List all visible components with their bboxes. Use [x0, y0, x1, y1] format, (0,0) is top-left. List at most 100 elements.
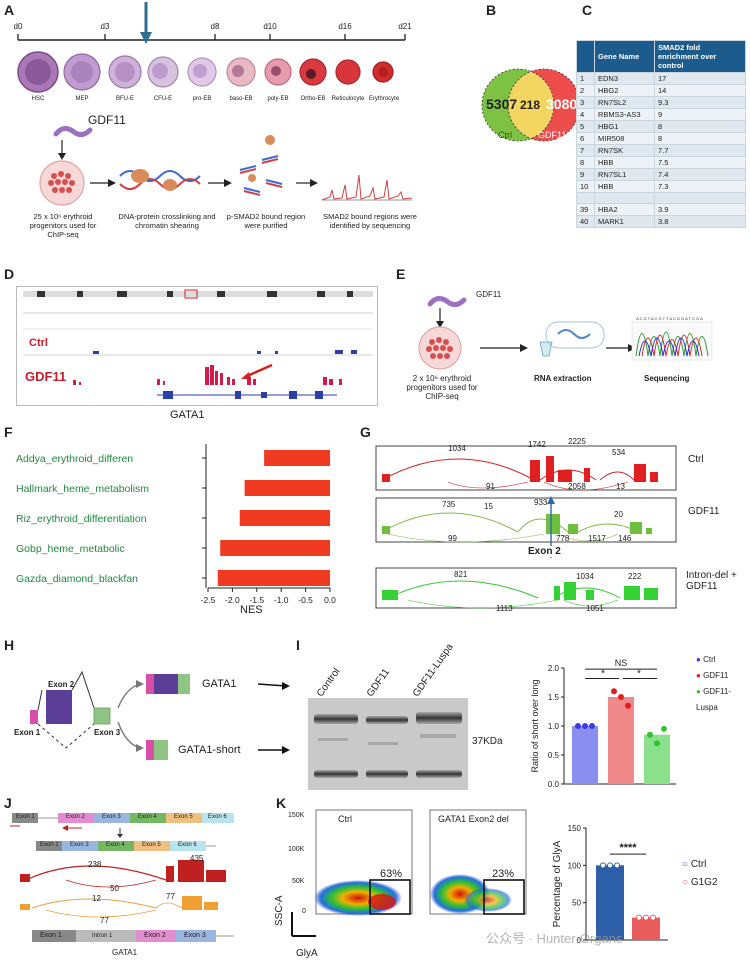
intron-label: Intron 1: [92, 933, 113, 939]
junction-count: 534: [612, 448, 626, 457]
day-label-d10: d10: [263, 22, 277, 31]
exon-label: Exon 6: [208, 814, 227, 820]
table-cell: 1: [576, 72, 595, 85]
step-2-caption: DNA-protein crosslinking and chromatin s…: [118, 212, 216, 230]
table-row: 39 HBA2 3.9: [576, 203, 746, 216]
legend-item-gdf11: ● GDF11: [696, 671, 729, 680]
panel-h: Exon 2 Exon 1 Exon 3 GATA1 GATA1-short: [6, 648, 296, 788]
ratio-bar: [608, 697, 634, 784]
junction-count: 1113: [496, 604, 513, 613]
table-cell: 9: [576, 168, 595, 181]
table-cell: HBB: [594, 156, 655, 169]
panel-letter-a: A: [4, 2, 15, 18]
junction-count: 821: [454, 570, 468, 579]
nes-chart: -2.5 -2.0 -1.5 -1.0 -0.5 0.0 Addya_erythroid_d…: [16, 444, 336, 605]
junction-count: 735: [442, 500, 456, 509]
ytick: 150K: [288, 812, 305, 819]
sig-label: ****: [619, 842, 637, 854]
data-point: [650, 914, 656, 921]
table-row: 10 HBB 7.3: [576, 180, 746, 193]
table-row: 2 HBG2 14: [576, 84, 746, 97]
y-tick-label: 100: [568, 861, 582, 870]
junction-count: 77: [166, 892, 175, 901]
data-point: [618, 694, 624, 700]
junction-count: 20: [614, 510, 623, 519]
panel-g: 1034 1742 2225 534 91 2058 13 Ctrl 735 1…: [368, 437, 742, 630]
venn-diagram: [481, 68, 580, 142]
gdf11-label: GDF11: [88, 113, 126, 127]
exon-label: Exon 3: [102, 814, 121, 820]
panel-letter-c: C: [582, 2, 593, 18]
table-cell: HBA2: [594, 203, 655, 216]
junction-count: 50: [110, 884, 119, 893]
ytick: 0: [302, 908, 306, 915]
gene-label-gata1: GATA1: [170, 409, 205, 421]
exon2-label-h: Exon 2: [48, 680, 75, 689]
table-row: 4 RBMS3-AS3 9: [576, 108, 746, 121]
category-label: Addya_erythroid_differen: [16, 453, 133, 465]
junction-count: 1051: [586, 604, 604, 613]
ratio-legend: ● Ctrl ● GDF11 ● GDF11-Luspa: [696, 652, 744, 716]
cell-label: Reticulocyte: [331, 96, 365, 102]
data-point: [575, 723, 581, 729]
junction-count: 77: [100, 916, 109, 925]
table-cell: 10: [576, 180, 595, 193]
day-label-d8: d8: [210, 22, 220, 31]
junction-count: 99: [448, 534, 457, 543]
panel-e-rna: RNA extraction: [534, 374, 592, 383]
glya-chart-layer: 0 50 100 150 Percentage of GlyA ****: [552, 824, 668, 945]
step-4-caption: SMAD2 bound regions were identified by s…: [323, 212, 417, 230]
sashimi-label-gdf11: GDF11: [688, 506, 720, 517]
glya-bar: [632, 917, 660, 940]
table-row: 5 HBG1 8: [576, 120, 746, 133]
data-point: [607, 862, 613, 869]
junction-count: 933: [534, 498, 548, 507]
gata1-short-label-h: GATA1-short: [178, 744, 241, 756]
exon-label: Exon 5: [174, 814, 193, 820]
panel-letter-g: G: [360, 424, 371, 440]
table-cell: HBG2: [594, 84, 655, 97]
cell-label: pro-EB: [192, 96, 212, 102]
panel-e: A C G T A C G T T A C G G A T C G A GDF1…: [396, 286, 726, 416]
panel-f: -2.5 -2.0 -1.5 -1.0 -0.5 0.0 Addya_erythroid_d…: [12, 440, 352, 630]
table-cell: [594, 192, 655, 204]
table-cell: MARK1: [594, 215, 655, 228]
category-label: Gazda_diamond_blackfan: [16, 573, 138, 585]
gata1-label-h: GATA1: [202, 678, 237, 690]
junction-count: 146: [618, 534, 632, 543]
table-cell: RN7SK: [594, 144, 655, 157]
ytick: 50K: [292, 878, 305, 885]
data-point: [636, 914, 642, 921]
table-cell: 9: [654, 108, 746, 121]
cell-label: Erythrocyte: [368, 96, 400, 102]
cell-label: MEP: [75, 96, 89, 102]
table-cell: 7.4: [654, 168, 746, 181]
exon-label: Exon 4: [138, 814, 157, 820]
exon-label: Exon 6: [178, 842, 197, 848]
table-cell: [654, 192, 746, 204]
venn-right-count: 3080: [546, 96, 578, 112]
x-tick-label: -2.0: [225, 595, 240, 605]
day-label-d0: d0: [13, 22, 23, 31]
exon1-label-h: Exon 1: [14, 728, 41, 737]
table-cell: 8: [654, 120, 746, 133]
y-tick-label: 2.0: [548, 664, 560, 673]
flow-plot-exon2-del: [429, 809, 527, 915]
nes-bar: [217, 570, 330, 586]
category-label: Gobp_heme_metabolic: [16, 543, 125, 555]
y-tick-label: 50: [572, 899, 581, 908]
cell-label: baso-EB: [229, 96, 253, 102]
junction-count: 238: [88, 860, 102, 869]
panel-a: d0 d3 d8 d10 d16 d21 HSC MEP BFU-E CFU-E…: [0, 0, 430, 265]
table-row: 3 RN7SL2 9.3: [576, 96, 746, 109]
panel-j: Exon 1 Exon 2 Exon 3 Exon 4 Exon 5 Exon …: [6, 808, 268, 958]
step-1-caption: 25 x 10⁶ erythroid progenitors used for …: [29, 212, 97, 239]
table-header: [576, 40, 595, 73]
cell-label: HSC: [31, 96, 45, 102]
table-row: 8 HBB 7.5: [576, 156, 746, 169]
junction-count: 12: [92, 894, 101, 903]
table-cell: 3.8: [654, 215, 746, 228]
venn-left-count: 5307: [486, 96, 518, 112]
junction-count: 1517: [588, 534, 606, 543]
data-point: [611, 688, 617, 695]
